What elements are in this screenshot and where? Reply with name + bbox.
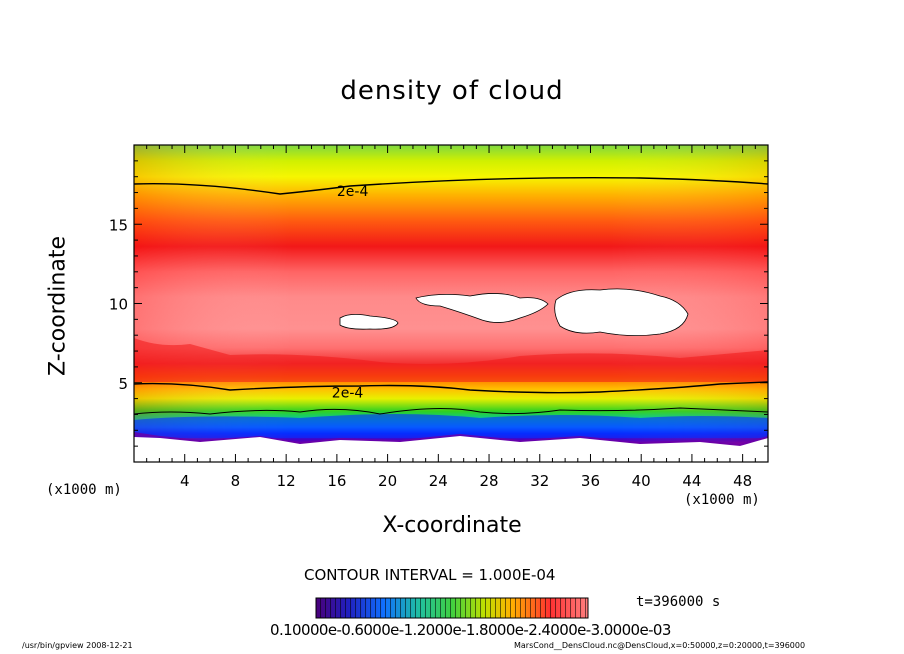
contour-labels: 2e-4 2e-4 [332,184,369,401]
contour-lower [134,381,768,394]
x-tick-label: 40 [632,472,651,490]
x-tick-label: 28 [479,472,498,490]
time-label: t=396000 s [636,594,721,610]
footer-source: MarsCond__DensCloud.nc@DensCloud,x=0:500… [514,641,806,650]
contour-label: 2e-4 [337,184,369,200]
contour-third [134,407,768,415]
x-tick-label: 32 [530,472,549,490]
chart-title: density of cloud [340,76,564,106]
y-tick-label: 10 [109,296,128,314]
x-tick-label: 12 [277,472,296,490]
x-unit-label-left: (x1000 m) [46,482,122,498]
blue-band [134,414,768,438]
x-tick-label: 4 [180,472,190,490]
x-tick-label: 16 [327,472,346,490]
x-tick-label: 8 [231,472,241,490]
x-tick-label: 44 [682,472,701,490]
x-axis-label: X-coordinate [382,513,522,538]
x-tick-label: 24 [429,472,448,490]
empty-region-bottom [134,436,768,462]
colorbar-ticks [316,598,588,618]
colorbar-labels: 0.10000e-0.6000e-1.2000e-1.8000e-2.4000e… [270,621,671,639]
contour-interval: CONTOUR INTERVAL = 1.000E-04 [304,566,556,584]
void-1 [339,314,399,330]
footer-program: /usr/bin/gpview 2008-12-21 [22,641,133,650]
void-2 [415,293,549,323]
x-tick-label: 20 [378,472,397,490]
contour-label: 2e-4 [332,385,364,401]
y-axis-label: Z-coordinate [45,236,71,376]
x-tick-label: 36 [581,472,600,490]
void-3 [554,288,689,336]
y-tick-label: 5 [118,375,128,393]
y-tick-label: 15 [109,216,128,234]
x-unit-label-right: (x1000 m) [684,492,760,508]
red-band-lower [134,338,768,382]
x-tick-label: 48 [733,472,752,490]
heatmap-field [134,145,768,462]
contour-upper [134,176,768,195]
